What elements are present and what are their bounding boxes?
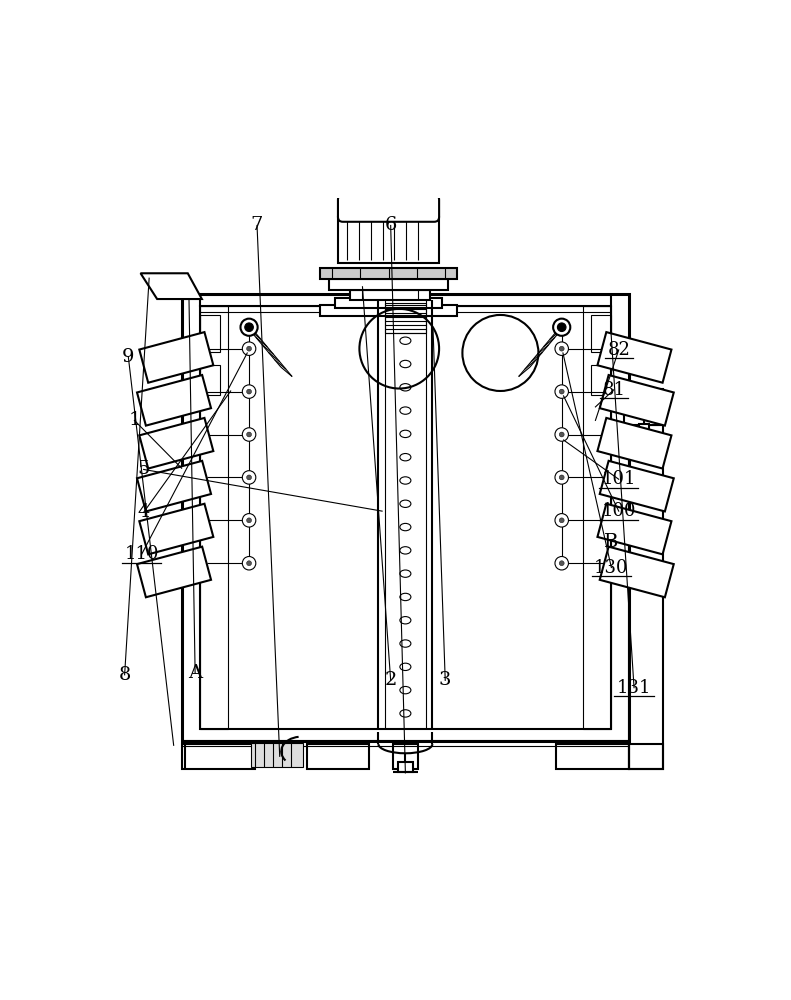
Polygon shape (137, 375, 211, 426)
Circle shape (247, 432, 252, 437)
Text: 8: 8 (119, 666, 131, 684)
Text: 110: 110 (124, 545, 159, 563)
Text: 101: 101 (601, 470, 636, 488)
Polygon shape (139, 504, 214, 554)
Text: 9: 9 (122, 348, 134, 366)
Circle shape (559, 518, 564, 523)
Bar (583, 306, 611, 729)
Circle shape (555, 556, 569, 570)
Text: 81: 81 (602, 381, 626, 399)
Circle shape (559, 432, 564, 437)
Polygon shape (600, 375, 674, 426)
Circle shape (555, 471, 569, 484)
Circle shape (242, 471, 255, 484)
Bar (307, 744, 369, 769)
Bar (624, 389, 663, 425)
Text: B: B (604, 533, 619, 551)
Text: 5: 5 (138, 460, 149, 478)
Polygon shape (600, 547, 674, 597)
Bar (335, 298, 442, 308)
Polygon shape (600, 461, 674, 511)
Text: 6: 6 (384, 216, 397, 234)
Bar (200, 295, 611, 306)
Polygon shape (139, 418, 214, 469)
Polygon shape (597, 504, 672, 554)
Circle shape (247, 518, 252, 523)
Circle shape (242, 385, 255, 398)
Bar (200, 365, 220, 395)
Circle shape (242, 342, 255, 355)
Text: 82: 82 (607, 341, 630, 359)
Circle shape (240, 319, 258, 336)
Circle shape (559, 561, 564, 566)
Text: 4: 4 (138, 503, 149, 521)
Bar (251, 743, 303, 767)
Polygon shape (597, 418, 672, 469)
Circle shape (558, 323, 566, 332)
Polygon shape (597, 332, 672, 383)
Bar (591, 315, 611, 352)
Circle shape (555, 385, 569, 398)
Bar (629, 744, 663, 769)
Text: A: A (188, 664, 202, 682)
Circle shape (559, 475, 564, 480)
Bar (629, 425, 663, 769)
Circle shape (244, 323, 253, 332)
Text: 2: 2 (384, 671, 397, 689)
FancyBboxPatch shape (338, 195, 439, 222)
Circle shape (247, 561, 252, 566)
Bar (639, 424, 649, 430)
Circle shape (559, 346, 564, 351)
Polygon shape (139, 332, 214, 383)
Bar (200, 315, 220, 352)
Bar (329, 279, 448, 290)
Bar (350, 290, 430, 300)
Polygon shape (137, 461, 211, 511)
Bar (385, 303, 426, 333)
Text: 1: 1 (128, 411, 141, 429)
Text: 7: 7 (251, 216, 263, 234)
Bar (320, 268, 457, 279)
Text: 131: 131 (617, 679, 651, 697)
Bar (200, 306, 228, 729)
Bar (591, 365, 611, 395)
Bar (320, 305, 457, 316)
Bar (393, 744, 418, 769)
Circle shape (555, 428, 569, 441)
Bar (398, 762, 413, 772)
Polygon shape (137, 547, 211, 597)
Circle shape (559, 389, 564, 394)
Circle shape (242, 514, 255, 527)
Bar (182, 744, 255, 769)
Circle shape (247, 475, 252, 480)
Circle shape (242, 428, 255, 441)
Polygon shape (141, 273, 202, 299)
Circle shape (555, 342, 569, 355)
Bar (338, 217, 439, 263)
Circle shape (555, 514, 569, 527)
Bar (182, 294, 629, 741)
Text: 130: 130 (594, 559, 629, 577)
Circle shape (247, 346, 252, 351)
Bar (200, 306, 611, 729)
Circle shape (247, 389, 252, 394)
Bar (555, 744, 629, 769)
Text: 100: 100 (601, 502, 636, 520)
Circle shape (242, 556, 255, 570)
Text: 3: 3 (439, 671, 452, 689)
Circle shape (553, 319, 570, 336)
